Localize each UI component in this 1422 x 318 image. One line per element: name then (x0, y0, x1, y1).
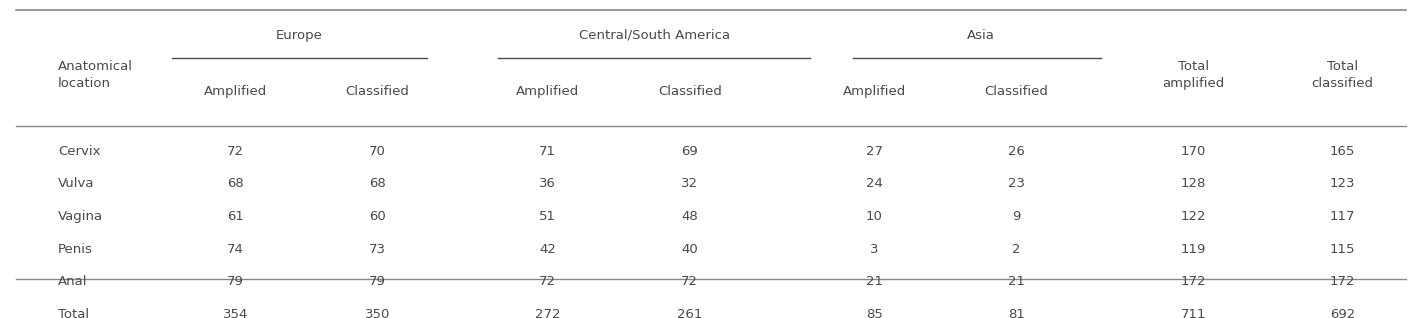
Text: 354: 354 (223, 308, 249, 318)
Text: Vulva: Vulva (58, 177, 95, 190)
Text: 122: 122 (1180, 210, 1206, 223)
Text: Penis: Penis (58, 243, 92, 256)
Text: 73: 73 (368, 243, 385, 256)
Text: 272: 272 (535, 308, 560, 318)
Text: Classified: Classified (346, 86, 410, 99)
Text: 123: 123 (1330, 177, 1355, 190)
Text: Classified: Classified (658, 86, 721, 99)
Text: 72: 72 (539, 275, 556, 288)
Text: 71: 71 (539, 145, 556, 158)
Text: 172: 172 (1180, 275, 1206, 288)
Text: 26: 26 (1008, 145, 1025, 158)
Text: 119: 119 (1180, 243, 1206, 256)
Text: 3: 3 (870, 243, 879, 256)
Text: 51: 51 (539, 210, 556, 223)
Text: 711: 711 (1180, 308, 1206, 318)
Text: Europe: Europe (276, 29, 323, 42)
Text: Central/South America: Central/South America (579, 29, 729, 42)
Text: Cervix: Cervix (58, 145, 101, 158)
Text: 40: 40 (681, 243, 698, 256)
Text: 115: 115 (1330, 243, 1355, 256)
Text: 69: 69 (681, 145, 698, 158)
Text: Classified: Classified (984, 86, 1048, 99)
Text: 21: 21 (866, 275, 883, 288)
Text: 70: 70 (370, 145, 385, 158)
Text: 32: 32 (681, 177, 698, 190)
Text: 350: 350 (365, 308, 390, 318)
Text: 21: 21 (1008, 275, 1025, 288)
Text: 72: 72 (681, 275, 698, 288)
Text: 24: 24 (866, 177, 883, 190)
Text: Amplified: Amplified (203, 86, 267, 99)
Text: 23: 23 (1008, 177, 1025, 190)
Text: 81: 81 (1008, 308, 1025, 318)
Text: 117: 117 (1330, 210, 1355, 223)
Text: Total
amplified: Total amplified (1162, 60, 1224, 90)
Text: 165: 165 (1330, 145, 1355, 158)
Text: 692: 692 (1330, 308, 1355, 318)
Text: 27: 27 (866, 145, 883, 158)
Text: Vagina: Vagina (58, 210, 104, 223)
Text: 68: 68 (228, 177, 245, 190)
Text: 36: 36 (539, 177, 556, 190)
Text: 74: 74 (228, 243, 245, 256)
Text: 61: 61 (228, 210, 245, 223)
Text: Amplified: Amplified (843, 86, 906, 99)
Text: Total
classified: Total classified (1311, 60, 1374, 90)
Text: Total: Total (58, 308, 90, 318)
Text: 172: 172 (1330, 275, 1355, 288)
Text: 10: 10 (866, 210, 883, 223)
Text: 170: 170 (1180, 145, 1206, 158)
Text: Anal: Anal (58, 275, 88, 288)
Text: Amplified: Amplified (516, 86, 579, 99)
Text: 261: 261 (677, 308, 702, 318)
Text: Anatomical
location: Anatomical location (58, 60, 134, 90)
Text: Asia: Asia (967, 29, 994, 42)
Text: 79: 79 (228, 275, 245, 288)
Text: 79: 79 (370, 275, 385, 288)
Text: 42: 42 (539, 243, 556, 256)
Text: 2: 2 (1012, 243, 1021, 256)
Text: 85: 85 (866, 308, 883, 318)
Text: 72: 72 (228, 145, 245, 158)
Text: 68: 68 (370, 177, 385, 190)
Text: 128: 128 (1180, 177, 1206, 190)
Text: 9: 9 (1012, 210, 1021, 223)
Text: 48: 48 (681, 210, 698, 223)
Text: 60: 60 (370, 210, 385, 223)
